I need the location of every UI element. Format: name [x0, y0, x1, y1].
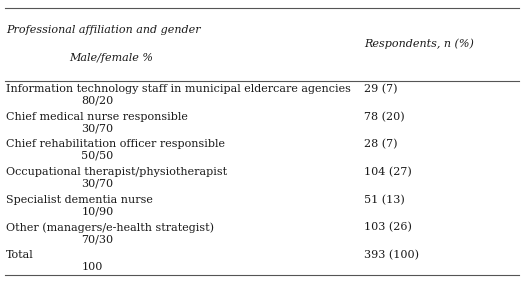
Text: Chief medical nurse responsible: Chief medical nurse responsible: [6, 112, 188, 122]
Text: 80/20: 80/20: [81, 96, 114, 106]
Text: 10/90: 10/90: [81, 206, 114, 216]
Text: Professional affiliation and gender: Professional affiliation and gender: [6, 25, 201, 35]
Text: 70/30: 70/30: [81, 234, 113, 244]
Text: 30/70: 30/70: [81, 179, 113, 189]
Text: 78 (20): 78 (20): [364, 112, 405, 122]
Text: Occupational therapist/physiotherapist: Occupational therapist/physiotherapist: [6, 167, 227, 177]
Text: 393 (100): 393 (100): [364, 250, 419, 260]
Text: 28 (7): 28 (7): [364, 139, 398, 149]
Text: 51 (13): 51 (13): [364, 195, 405, 205]
Text: Chief rehabilitation officer responsible: Chief rehabilitation officer responsible: [6, 139, 225, 149]
Text: Information technology staff in municipal eldercare agencies: Information technology staff in municipa…: [6, 84, 351, 94]
Text: Other (managers/e-health strategist): Other (managers/e-health strategist): [6, 222, 214, 233]
Text: 100: 100: [81, 262, 103, 272]
Text: 103 (26): 103 (26): [364, 222, 412, 233]
Text: Male/female %: Male/female %: [69, 53, 153, 63]
Text: 50/50: 50/50: [81, 151, 114, 161]
Text: 30/70: 30/70: [81, 123, 113, 133]
Text: Specialist dementia nurse: Specialist dementia nurse: [6, 195, 153, 205]
Text: 29 (7): 29 (7): [364, 84, 398, 94]
Text: 104 (27): 104 (27): [364, 167, 412, 177]
Text: Total: Total: [6, 250, 34, 260]
Text: Respondents, n (%): Respondents, n (%): [364, 38, 474, 49]
